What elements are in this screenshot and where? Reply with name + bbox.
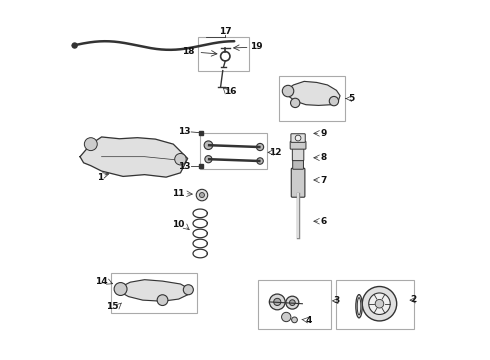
Circle shape (362, 287, 397, 321)
Ellipse shape (357, 298, 361, 315)
Circle shape (290, 300, 295, 306)
Bar (198, 37, 248, 71)
FancyBboxPatch shape (291, 168, 305, 197)
Polygon shape (80, 137, 188, 177)
Circle shape (114, 283, 127, 296)
Text: 19: 19 (250, 42, 263, 51)
Circle shape (205, 156, 212, 163)
Circle shape (175, 153, 186, 165)
Text: 12: 12 (270, 148, 282, 157)
Circle shape (84, 138, 97, 150)
Circle shape (196, 189, 208, 201)
Circle shape (375, 300, 384, 308)
Circle shape (257, 158, 263, 164)
Text: 6: 6 (320, 217, 326, 226)
Circle shape (368, 293, 390, 315)
Circle shape (286, 296, 299, 309)
Circle shape (256, 143, 264, 150)
Text: 2: 2 (411, 294, 417, 303)
Text: 5: 5 (348, 94, 355, 103)
Circle shape (329, 96, 339, 106)
Circle shape (295, 135, 301, 141)
Circle shape (282, 312, 291, 321)
Circle shape (274, 298, 281, 306)
Bar (200, 134, 267, 169)
Bar (279, 76, 345, 121)
Text: 18: 18 (182, 47, 194, 56)
Bar (111, 273, 196, 313)
Circle shape (282, 85, 294, 97)
Text: 4: 4 (305, 316, 312, 325)
FancyBboxPatch shape (293, 148, 304, 161)
Text: 13: 13 (178, 162, 191, 171)
Polygon shape (120, 280, 190, 301)
Circle shape (292, 317, 297, 323)
Polygon shape (286, 81, 340, 105)
Text: 13: 13 (178, 127, 191, 136)
Text: 10: 10 (172, 220, 184, 229)
Text: 3: 3 (333, 296, 340, 305)
Text: 11: 11 (172, 189, 184, 198)
Circle shape (183, 285, 194, 295)
Bar (258, 280, 331, 329)
Text: 7: 7 (320, 176, 327, 185)
Circle shape (157, 295, 168, 306)
Circle shape (204, 141, 213, 149)
Text: 15: 15 (106, 302, 119, 311)
Ellipse shape (356, 294, 362, 318)
FancyBboxPatch shape (291, 134, 305, 142)
Text: 14: 14 (95, 276, 107, 285)
Text: 1: 1 (97, 173, 103, 182)
Text: 17: 17 (219, 27, 232, 36)
FancyBboxPatch shape (290, 141, 306, 149)
Circle shape (72, 43, 77, 48)
Circle shape (291, 98, 300, 108)
FancyBboxPatch shape (293, 160, 303, 169)
Circle shape (199, 193, 204, 198)
Text: 9: 9 (320, 129, 327, 138)
Text: 16: 16 (224, 86, 237, 95)
Circle shape (270, 294, 285, 310)
Text: 8: 8 (320, 153, 326, 162)
Bar (337, 280, 414, 329)
